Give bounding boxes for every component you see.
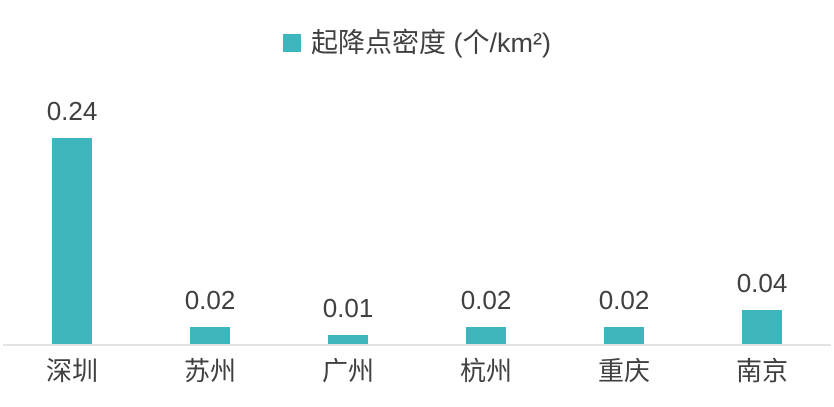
bar-value-label: 0.24 <box>46 96 98 126</box>
bar-column: 0.02 <box>555 0 693 344</box>
bar <box>466 327 506 344</box>
x-axis-label: 杭州 <box>459 356 512 386</box>
bar-value-label: 0.01 <box>322 293 374 323</box>
bar-column: 0.04 <box>693 0 831 344</box>
chart-legend: 起降点密度 (个/km²) <box>0 28 834 58</box>
bar-value-label: 0.02 <box>460 285 512 315</box>
bar-column: 0.01 <box>279 0 417 344</box>
bar-value-label: 0.04 <box>736 268 788 298</box>
bar <box>604 327 644 344</box>
x-axis-line <box>3 344 831 346</box>
x-axis-label: 苏州 <box>183 356 236 386</box>
x-axis-label: 南京 <box>735 356 788 386</box>
legend-swatch-icon <box>283 34 302 52</box>
bars-container: 0.24 0.02 0.01 0.02 0.02 0.04 <box>3 0 831 344</box>
x-axis-labels: 深圳 苏州 广州 杭州 重庆 南京 <box>3 355 831 387</box>
bar <box>52 138 92 344</box>
bar <box>190 327 230 344</box>
bar-column: 0.02 <box>141 0 279 344</box>
x-axis-label: 深圳 <box>45 356 98 386</box>
bar-value-label: 0.02 <box>184 285 236 315</box>
bar <box>328 335 368 344</box>
x-axis-label: 广州 <box>321 356 374 386</box>
x-axis-label: 重庆 <box>597 356 650 386</box>
bar-column: 0.02 <box>417 0 555 344</box>
legend-label: 起降点密度 (个/km²) <box>311 28 551 58</box>
bar <box>742 310 782 344</box>
bar-value-label: 0.02 <box>598 285 650 315</box>
bar-column: 0.24 <box>3 0 141 344</box>
